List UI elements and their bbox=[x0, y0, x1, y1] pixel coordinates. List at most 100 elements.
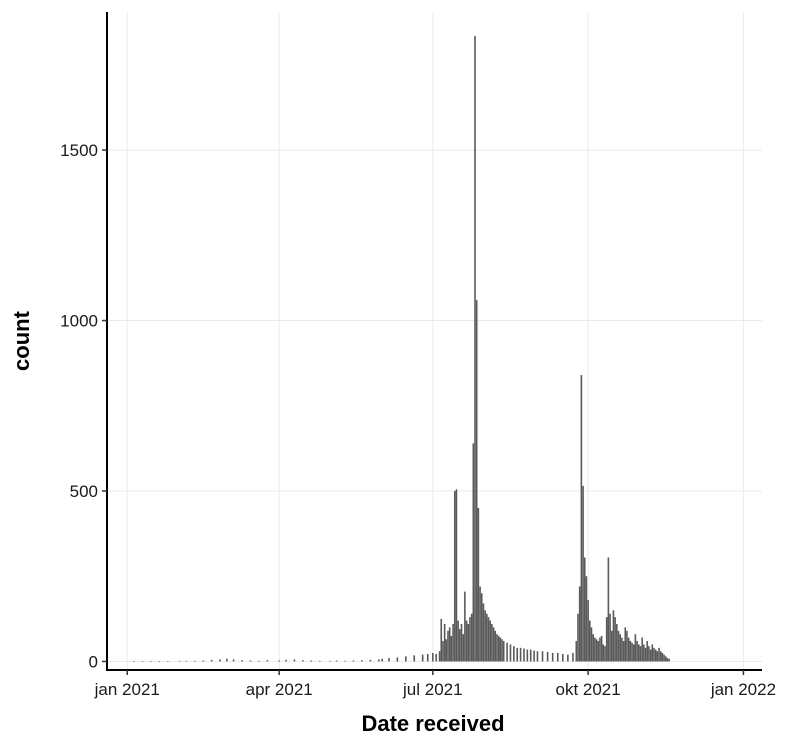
bar bbox=[619, 634, 621, 662]
bar bbox=[587, 600, 589, 662]
bar bbox=[519, 647, 522, 662]
bar bbox=[567, 654, 569, 662]
bar bbox=[443, 623, 446, 662]
bar bbox=[487, 617, 490, 662]
bar bbox=[329, 660, 331, 662]
bar bbox=[649, 649, 652, 662]
y-tick-label: 1500 bbox=[60, 141, 98, 160]
bar bbox=[457, 620, 459, 662]
bar bbox=[516, 647, 519, 662]
bar bbox=[656, 651, 659, 662]
bar bbox=[617, 630, 620, 662]
bar bbox=[641, 637, 643, 662]
bar bbox=[653, 647, 655, 662]
bar bbox=[464, 591, 466, 662]
bar bbox=[661, 652, 664, 662]
bar bbox=[501, 639, 503, 662]
bar bbox=[626, 630, 628, 662]
bar bbox=[226, 658, 228, 662]
bar bbox=[352, 660, 355, 662]
x-tick-label: jul 2021 bbox=[402, 680, 463, 699]
bar bbox=[480, 593, 483, 662]
bar bbox=[202, 660, 205, 662]
bar bbox=[533, 650, 535, 662]
bar bbox=[529, 649, 532, 662]
bar bbox=[335, 660, 338, 662]
bar bbox=[440, 618, 443, 662]
bar bbox=[664, 656, 667, 662]
bar bbox=[513, 646, 515, 662]
bar bbox=[405, 656, 407, 662]
bar bbox=[556, 652, 559, 662]
bar bbox=[589, 620, 591, 662]
bar bbox=[497, 635, 500, 662]
bar bbox=[607, 557, 610, 662]
bar bbox=[453, 491, 456, 662]
bar bbox=[583, 557, 586, 662]
x-tick-label: apr 2021 bbox=[246, 680, 313, 699]
bar bbox=[585, 576, 588, 662]
bar bbox=[396, 657, 399, 662]
bar bbox=[442, 641, 444, 662]
bar bbox=[432, 652, 434, 662]
bar bbox=[241, 660, 243, 662]
bar bbox=[604, 646, 606, 662]
bar bbox=[438, 651, 441, 662]
y-axis-ticks: 0 500 1000 1500 bbox=[60, 141, 107, 671]
bar bbox=[526, 649, 529, 662]
bar bbox=[293, 659, 296, 662]
bar bbox=[462, 634, 464, 662]
bar bbox=[639, 646, 642, 662]
bar bbox=[509, 644, 512, 662]
bar bbox=[278, 660, 280, 662]
y-tick-label: 1000 bbox=[60, 312, 98, 331]
bar bbox=[472, 443, 475, 662]
bar bbox=[158, 661, 161, 662]
bar bbox=[523, 648, 525, 662]
bar bbox=[666, 658, 669, 662]
bar bbox=[595, 639, 598, 662]
bar bbox=[369, 659, 372, 662]
bar bbox=[578, 586, 581, 662]
bar bbox=[577, 613, 579, 662]
x-axis-ticks: jan 2021 apr 2021 jul 2021 okt 2021 jan 2022 bbox=[94, 670, 776, 699]
bar bbox=[219, 659, 221, 662]
bar bbox=[302, 660, 304, 662]
bar bbox=[659, 651, 662, 662]
bar bbox=[460, 623, 463, 662]
y-axis-title: count bbox=[9, 310, 34, 371]
bar bbox=[285, 659, 287, 662]
bar bbox=[499, 637, 502, 662]
bar bbox=[562, 653, 564, 662]
bar bbox=[178, 660, 181, 662]
bar bbox=[644, 647, 647, 662]
y-tick-label: 0 bbox=[89, 652, 98, 671]
bar bbox=[249, 660, 252, 662]
bar bbox=[477, 508, 480, 662]
bar bbox=[166, 661, 169, 662]
bar bbox=[637, 644, 640, 662]
bar bbox=[455, 489, 458, 662]
bar bbox=[663, 654, 665, 662]
bar bbox=[484, 610, 486, 662]
bar bbox=[600, 635, 603, 662]
bar bbox=[426, 653, 429, 662]
bar bbox=[582, 485, 584, 662]
bar bbox=[658, 647, 660, 662]
bar bbox=[610, 630, 613, 662]
bar bbox=[502, 641, 505, 662]
bar bbox=[447, 630, 449, 662]
bar bbox=[643, 644, 645, 662]
bar bbox=[150, 661, 152, 662]
bar bbox=[646, 641, 649, 662]
bar bbox=[381, 658, 383, 662]
bar bbox=[616, 623, 618, 662]
bar bbox=[474, 35, 476, 662]
grid bbox=[107, 12, 762, 670]
bar bbox=[459, 629, 461, 662]
bar bbox=[475, 300, 478, 662]
axes bbox=[106, 12, 762, 671]
bar bbox=[627, 637, 630, 662]
